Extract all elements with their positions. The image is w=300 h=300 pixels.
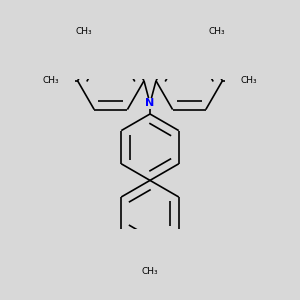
Text: CH₃: CH₃ [75,27,92,36]
Text: CH₃: CH₃ [241,76,257,85]
Text: CH₃: CH₃ [142,267,158,276]
Text: N: N [146,98,154,108]
Text: CH₃: CH₃ [43,76,59,85]
Text: CH₃: CH₃ [208,27,225,36]
